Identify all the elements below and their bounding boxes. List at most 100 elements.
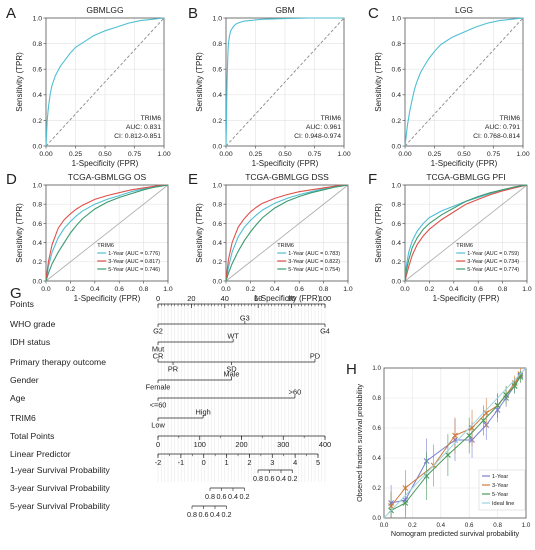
scale-label: 60 — [254, 294, 262, 303]
probability-label: 0.4 — [228, 492, 238, 501]
calibration-line-4 — [383, 367, 527, 519]
auc-annotation: TRIM6 — [500, 115, 521, 122]
probability-label: 0.6 — [199, 510, 209, 519]
y-tick-label: 0.0 — [33, 278, 43, 285]
x-tick-label: 0.2 — [425, 286, 435, 293]
calibration-point — [452, 432, 458, 439]
scale-label: 5 — [316, 458, 320, 467]
variable-mark-label: WT — [227, 332, 239, 341]
legend-title: TRIM6 — [97, 243, 114, 249]
legend-entry: 1-Year — [492, 474, 508, 480]
variable-mark-label: SD — [226, 365, 236, 374]
panel-label: F — [368, 171, 377, 188]
x-tick-label: 0.00 — [39, 151, 52, 158]
variable-mark-label: CR — [153, 352, 164, 361]
probability-label: 0.2 — [222, 510, 232, 519]
x-axis-label: 1-Specificity (FPR) — [431, 159, 498, 168]
scale-label: -2 — [155, 458, 162, 467]
y-tick-label: 0.4 — [372, 455, 381, 462]
probability-label: 0.6 — [217, 492, 227, 501]
scale-label: 1 — [225, 458, 229, 467]
series-line-1 — [225, 184, 349, 282]
legend-entry: 5-Year (AUC = 0.746) — [108, 267, 160, 273]
y-tick-label: 0.8 — [213, 41, 223, 48]
y-tick-label: 0.0 — [33, 143, 43, 150]
auc-annotation: AUC: 0.831 — [126, 124, 161, 131]
scale-label: 0 — [156, 294, 160, 303]
calibration-line-2 — [390, 373, 521, 507]
legend-entry: 3-Year — [492, 483, 508, 489]
auc-annotation: AUC: 0.791 — [485, 124, 520, 131]
panel-b: B GBM 0.00 0.25 0.50 0.75 1.00 0.0 0.2 0.4 0.6 0.8 1… — [188, 5, 351, 168]
x-tick-label: 0.8 — [498, 286, 508, 293]
y-axis-label: Sensitivity (TPR) — [374, 203, 383, 263]
y-tick-label: 0.0 — [392, 143, 402, 150]
legend-entry: Ideal line — [492, 501, 514, 507]
x-tick-label: 1.0 — [343, 286, 353, 293]
y-tick-label: 0.8 — [392, 41, 402, 48]
chance-diagonal — [45, 184, 169, 282]
series-line-1 — [45, 17, 165, 147]
panel-label: B — [188, 5, 198, 22]
probability-label: 0.8 — [205, 492, 215, 501]
series-line-2 — [45, 184, 169, 282]
chart-title: TCGA-GBMLGG DSS — [245, 172, 329, 182]
chance-diagonal — [225, 184, 349, 282]
series-line-3 — [225, 184, 349, 282]
plot-frame — [45, 17, 165, 147]
x-tick-label: 0.8 — [319, 286, 329, 293]
y-axis-label: Sensitivity (TPR) — [195, 203, 204, 263]
variable-mark-label: Female — [146, 383, 171, 392]
x-axis-label: 1-Specificity (FPR) — [254, 294, 321, 303]
x-tick-label: 0.2 — [246, 286, 256, 293]
plot-frame — [383, 367, 527, 519]
x-tick-label: 0.4 — [90, 286, 100, 293]
calibration-line-1 — [390, 375, 521, 504]
series-line-3 — [404, 184, 528, 282]
scale-label: 200 — [235, 440, 247, 449]
x-tick-label: 1.00 — [337, 151, 350, 158]
y-tick-label: 0.2 — [392, 259, 402, 266]
y-tick-label: 0.6 — [33, 67, 43, 74]
scale-label: 4 — [293, 458, 297, 467]
y-tick-label: 0.4 — [213, 240, 223, 247]
x-tick-label: 0.4 — [449, 286, 459, 293]
row-label: TRIM6 — [10, 413, 36, 423]
variable-mark-label: Male — [223, 370, 239, 379]
y-tick-label: 0.0 — [213, 143, 223, 150]
y-tick-label: 0.2 — [372, 485, 381, 492]
row-label: Total Points — [10, 431, 54, 441]
scale-label: 20 — [187, 294, 195, 303]
x-tick-label: 0.75 — [128, 151, 141, 158]
x-tick-label: 0.50 — [278, 151, 291, 158]
y-tick-label: 1.0 — [33, 15, 43, 22]
y-axis-label: Sensitivity (TPR) — [15, 203, 24, 263]
panel-label: A — [6, 5, 16, 22]
row-label: Points — [10, 299, 34, 309]
calibration-point — [466, 432, 473, 439]
y-tick-label: 0.8 — [33, 41, 43, 48]
auc-annotation: TRIM6 — [141, 115, 162, 122]
y-tick-label: 1.0 — [392, 182, 402, 189]
y-axis-label: Observed fraction survival probability — [355, 384, 364, 502]
y-tick-label: 0.2 — [392, 118, 402, 125]
calibration-point — [503, 392, 510, 398]
x-axis-label: 1-Specificity (FPR) — [72, 159, 139, 168]
y-tick-label: 0.6 — [33, 221, 43, 228]
row-label: 5-year Survival Probability — [10, 501, 111, 511]
x-tick-label: 0.25 — [249, 151, 262, 158]
panel-f: F TCGA-GBMLGG PFI 0.0 0.2 0.4 0.6 0.8 1.0 0.0 0.2… — [368, 171, 532, 303]
x-tick-label: 0.4 — [436, 522, 445, 529]
probability-label: 0.8 — [253, 474, 263, 483]
y-tick-label: 0.0 — [213, 278, 223, 285]
x-axis-label: Nomogram predicted survival probability — [391, 529, 520, 538]
variable-mark-label: Mut — [152, 345, 164, 354]
x-tick-label: 0.2 — [408, 522, 417, 529]
chance-diagonal — [225, 17, 345, 147]
scale-label: 80 — [287, 294, 295, 303]
plot-frame — [404, 184, 528, 282]
chart-title: TCGA-GBMLGG OS — [68, 172, 147, 182]
y-tick-label: 0.0 — [372, 515, 381, 522]
y-tick-label: 1.0 — [372, 365, 381, 372]
panel-label: D — [6, 171, 17, 188]
